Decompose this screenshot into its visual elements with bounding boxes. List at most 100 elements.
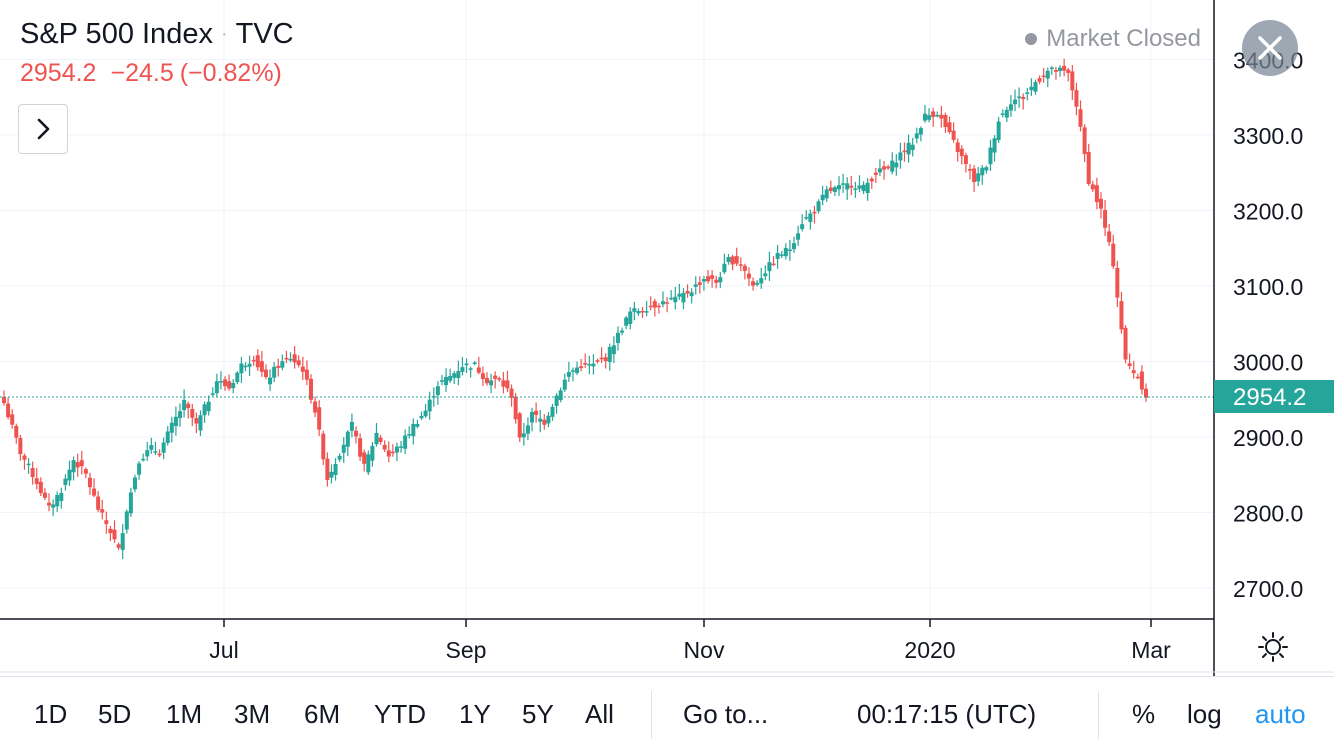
candle-body (10, 414, 15, 425)
candle-body (1103, 209, 1108, 228)
title-separator: · (220, 23, 228, 45)
candle-body (317, 407, 322, 430)
market-status-text: Market Closed (1046, 25, 1201, 52)
candle-body (845, 183, 850, 190)
candle-body (804, 217, 809, 219)
candle-body (6, 403, 11, 418)
time-tick-label: Sep (446, 637, 487, 663)
candle-body (689, 292, 694, 297)
candle-body (1086, 152, 1091, 184)
candle-body (1135, 376, 1140, 379)
candle-body (538, 418, 543, 422)
candle-body (611, 345, 616, 355)
candle-body (677, 293, 682, 297)
candle-body (1090, 184, 1095, 190)
candle-body (1082, 127, 1087, 155)
price-chart[interactable]: 2700.0 2800.0 2900.0 3000.0 3100.0 3200.0 3300… (0, 0, 1334, 676)
candle-body (1119, 301, 1124, 330)
candle-body (386, 450, 391, 457)
range-ytd[interactable]: YTD (374, 699, 426, 729)
candle-body (906, 142, 911, 155)
candle-body (132, 477, 137, 490)
candle-body (1037, 78, 1042, 82)
candle-body (198, 415, 203, 431)
candle-body (759, 278, 764, 284)
clock-timezone[interactable]: 00:17:15 (UTC) (857, 699, 1037, 729)
candle-body (943, 115, 948, 127)
candle-body (112, 529, 117, 540)
candle-body (734, 256, 739, 264)
range-6m[interactable]: 6M (304, 699, 341, 729)
candle-body (1017, 96, 1022, 98)
range-1y[interactable]: 1Y (459, 699, 491, 729)
candle-body (55, 494, 60, 507)
candle-body (194, 418, 199, 424)
go-to-button[interactable]: Go to... (683, 699, 769, 729)
candle-body (186, 403, 191, 409)
candle-body (935, 114, 940, 117)
candle-body (530, 411, 535, 423)
candle-body (124, 511, 129, 530)
log-toggle[interactable]: log (1187, 699, 1222, 729)
candle-body (476, 367, 481, 373)
candle-body (276, 365, 281, 368)
percent-toggle[interactable]: % (1132, 699, 1156, 729)
candle-body (1025, 92, 1030, 94)
candle-body (173, 416, 178, 427)
expand-details-button[interactable] (18, 104, 68, 154)
candle-body (14, 425, 19, 438)
candle-body (1070, 71, 1075, 91)
candle-body (157, 453, 162, 456)
candle-body (1098, 198, 1103, 209)
candle-body (30, 468, 35, 478)
range-5y[interactable]: 5Y (522, 699, 554, 729)
candle-body (575, 367, 580, 373)
candle-body (869, 178, 874, 182)
candle-body (841, 183, 846, 185)
candle-body (444, 376, 449, 386)
price-change-percent: (−0.82%) (179, 59, 282, 87)
candle-body (771, 263, 776, 266)
candle-body (918, 128, 923, 135)
candle-body (190, 408, 195, 418)
candle-body (231, 382, 236, 389)
candle-body (648, 305, 653, 308)
range-all[interactable]: All (585, 699, 614, 729)
candle-body (579, 366, 584, 369)
candle-body (341, 444, 346, 453)
range-5d[interactable]: 5D (98, 699, 132, 729)
close-button[interactable] (1242, 20, 1298, 76)
candle-body (255, 355, 260, 368)
range-3m[interactable]: 3M (234, 699, 271, 729)
candle-body (886, 166, 891, 169)
candle-body (791, 243, 796, 250)
sun-settings-icon[interactable] (1258, 632, 1288, 662)
candle-body (280, 361, 285, 368)
candle-body (861, 184, 866, 192)
candle-body (427, 399, 432, 412)
candle-body (218, 381, 223, 383)
candle-body (407, 434, 412, 436)
candle-body (1094, 185, 1099, 203)
candle-body (489, 380, 494, 386)
symbol-name: S&P 500 Index (20, 18, 213, 50)
candle-body (730, 256, 735, 265)
candle-body (288, 358, 293, 361)
candle-body (2, 397, 6, 404)
candle-body (435, 386, 440, 396)
candle-body (128, 492, 133, 514)
candle-body (988, 147, 993, 165)
candle-body (1021, 96, 1026, 100)
candle-body (1066, 69, 1071, 73)
auto-scale-toggle[interactable]: auto (1255, 699, 1306, 729)
candle-body (399, 446, 404, 448)
candle-body (259, 361, 264, 372)
candle-body (153, 451, 158, 453)
range-1m[interactable]: 1M (166, 699, 203, 729)
range-1d[interactable]: 1D (34, 699, 68, 729)
candle-body (521, 433, 526, 438)
candle-body (980, 167, 985, 176)
candle-body (370, 445, 375, 461)
candle-body (1033, 82, 1038, 92)
candle-body (296, 360, 301, 366)
